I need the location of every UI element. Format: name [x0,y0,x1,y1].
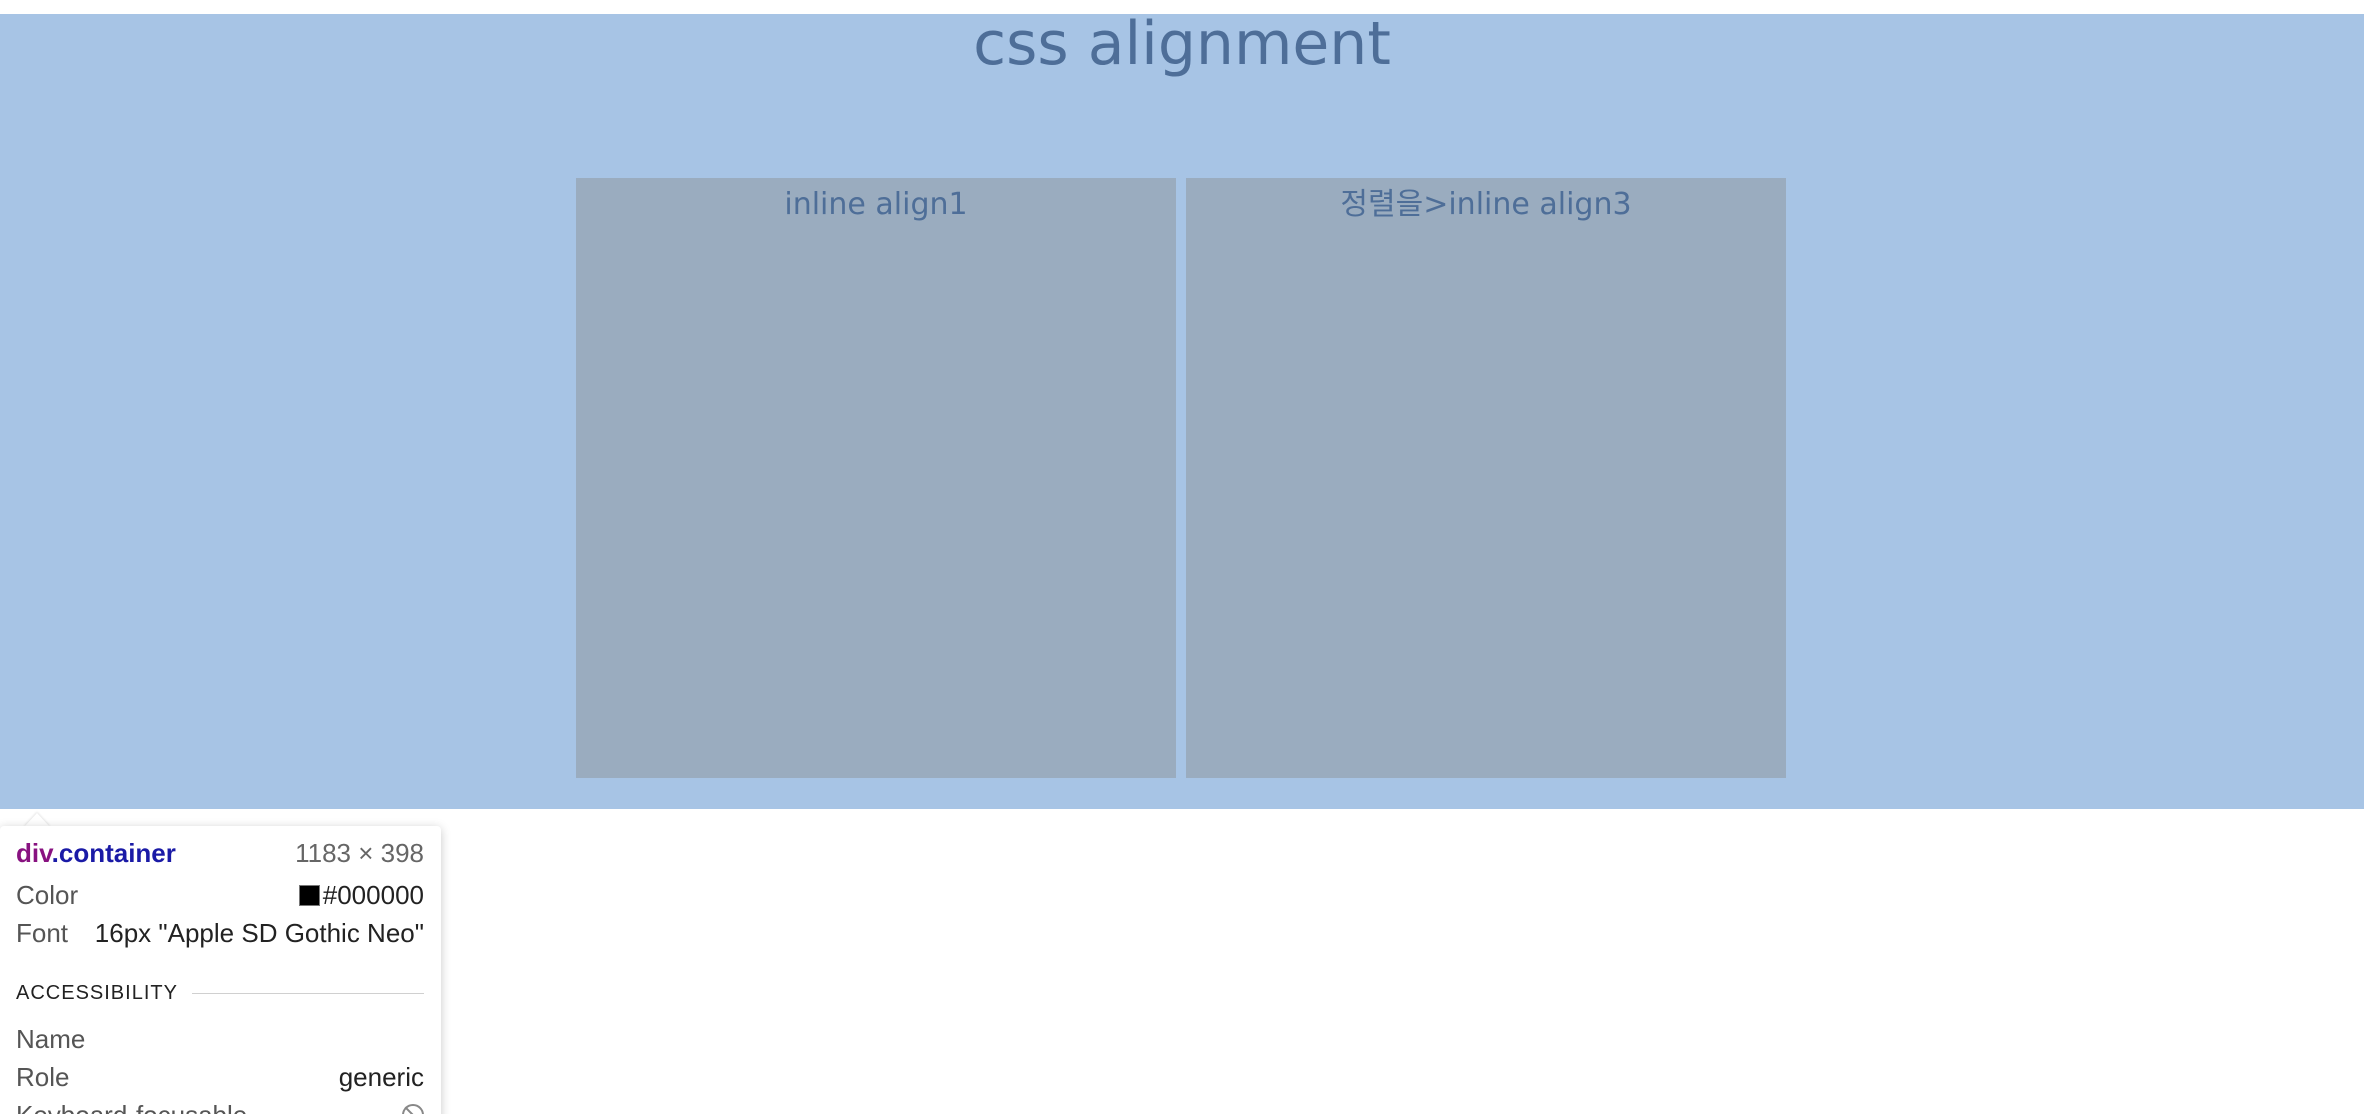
role-label: Role [16,1062,70,1092]
element-class: .container [51,838,176,868]
focusable-label: Keyboard-focusable [16,1100,247,1114]
inline-box-label: 정렬을>inline align3 [1340,187,1632,222]
accessibility-section-title: ACCESSIBILITY [16,982,178,1004]
element-tag: div [16,838,52,868]
inspector-color-row: Color #000000 [16,880,424,910]
container: css alignment inline align1 정렬을>inline a… [0,14,2364,809]
color-swatch-icon [298,885,320,906]
role-value: generic [338,1062,424,1092]
element-dimensions: 1183 × 398 [295,838,424,868]
name-label: Name [16,1024,86,1054]
element-selector: div.container [16,838,176,868]
page-title: css alignment [973,9,1391,79]
font-value: 16px "Apple SD Gothic Neo" [94,918,424,948]
inspector-name-row: Name [16,1024,424,1054]
font-label: Font [16,918,69,948]
inline-box-2: 정렬을>inline align3 [1186,178,1786,778]
accessibility-section-header: ACCESSIBILITY [16,982,424,1005]
color-label: Color [16,880,79,910]
inspector-tooltip: div.container 1183 × 398 Color #000000 F… [0,826,441,1114]
not-allowed-icon [402,1104,424,1114]
inspector-header: div.container 1183 × 398 [16,838,424,868]
inspector-tooltip-arrow [24,813,50,827]
inline-box-label: inline align1 [784,187,968,222]
inspector-focusable-row: Keyboard-focusable [16,1100,424,1114]
section-divider [191,993,424,994]
inspector-role-row: Role generic [16,1062,424,1092]
inspector-font-row: Font 16px "Apple SD Gothic Neo" [16,918,424,948]
inline-box-1: inline align1 [576,178,1176,778]
color-value: #000000 [322,880,424,910]
color-value-wrap: #000000 [298,880,424,910]
